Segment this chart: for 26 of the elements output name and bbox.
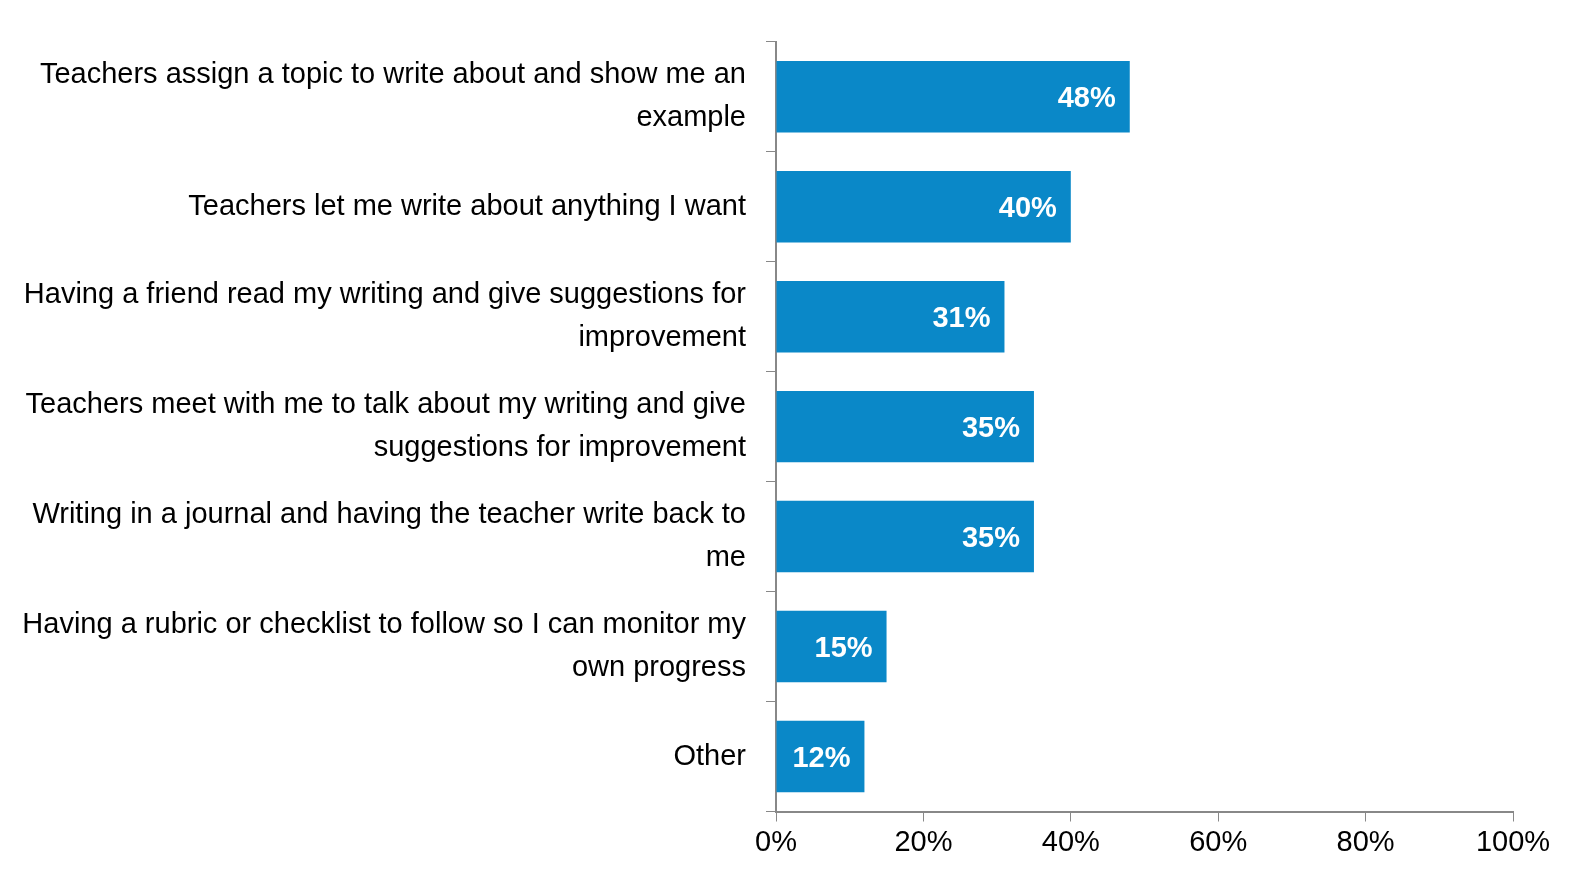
y-tick-label: Teachers let me write about anything I want <box>188 188 746 221</box>
data-label: 40% <box>998 190 1058 223</box>
y-tick-label: Having a friend read my writing and give suggestions for improvement <box>23 276 747 353</box>
bar <box>776 610 887 683</box>
y-tick-label: Having a rubric or checklist to follow so I can monitor my own progress <box>22 606 747 683</box>
data-label: 35% <box>961 410 1021 443</box>
x-tick-label: 80% <box>1336 824 1395 857</box>
bar <box>776 60 1130 133</box>
y-tick-label: Writing in a journal and having the teacher write back to me <box>32 496 746 573</box>
y-tick-label: Teachers assign a topic to write about and show me an example <box>39 56 746 133</box>
x-tick-label: 60% <box>1189 824 1248 857</box>
data-label: 15% <box>814 630 873 663</box>
data-label: 48% <box>1057 80 1116 113</box>
bar <box>776 280 1005 353</box>
y-tick-label: Other <box>673 738 747 771</box>
x-tick-label: 20% <box>894 824 953 857</box>
y-tick-label: Teachers meet with me to talk about my writing and give suggestions for improvement <box>25 386 746 463</box>
bar <box>776 500 1034 573</box>
bar <box>776 390 1034 463</box>
x-tick-label: 40% <box>1041 824 1100 857</box>
data-label: 35% <box>961 520 1021 553</box>
x-tick-label: 0% <box>755 824 797 857</box>
data-label: 12% <box>792 740 851 773</box>
bar <box>776 170 1071 243</box>
data-label: 31% <box>932 300 991 333</box>
x-tick-label: 100% <box>1475 824 1551 857</box>
